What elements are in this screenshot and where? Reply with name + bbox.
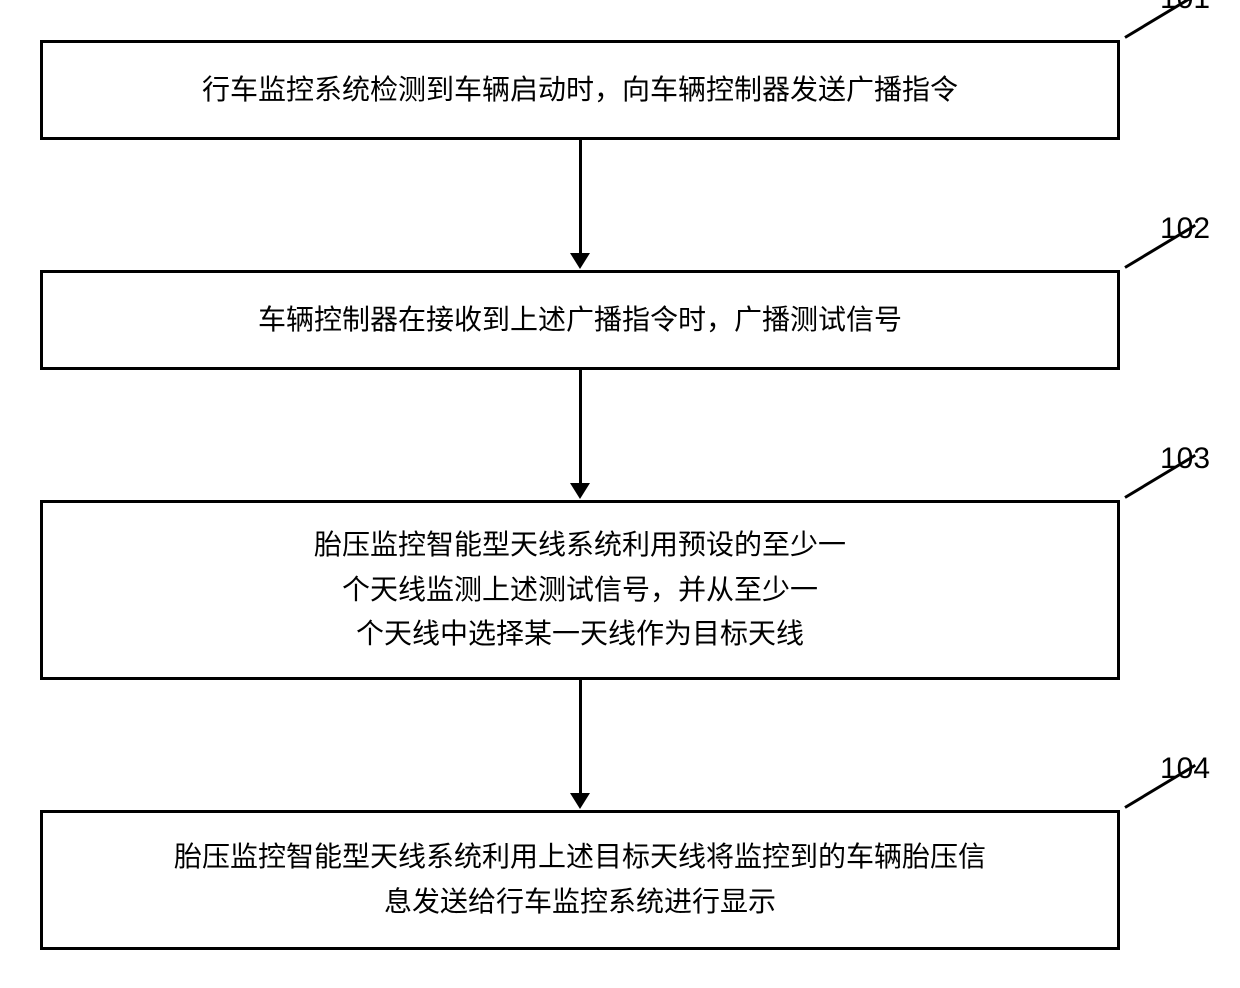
flowchart-step-4: 胎压监控智能型天线系统利用上述目标天线将监控到的车辆胎压信 息发送给行车监控系统… — [40, 810, 1120, 950]
arrow-3-4 — [570, 680, 590, 809]
step-3-text: 胎压监控智能型天线系统利用预设的至少一 个天线监测上述测试信号，并从至少一 个天… — [294, 513, 866, 667]
arrow-1-2 — [570, 140, 590, 269]
flowchart-step-3: 胎压监控智能型天线系统利用预设的至少一 个天线监测上述测试信号，并从至少一 个天… — [40, 500, 1120, 680]
step-4-label: 104 — [1160, 752, 1210, 786]
step-3-label: 103 — [1160, 442, 1210, 476]
step-1-label: 101 — [1160, 0, 1210, 16]
step-1-text: 行车监控系统检测到车辆启动时，向车辆控制器发送广播指令 — [182, 58, 978, 123]
arrow-2-3 — [570, 370, 590, 499]
step-2-text: 车辆控制器在接收到上述广播指令时，广播测试信号 — [238, 288, 922, 353]
step-4-text: 胎压监控智能型天线系统利用上述目标天线将监控到的车辆胎压信 息发送给行车监控系统… — [154, 825, 1006, 935]
flowchart-step-1: 行车监控系统检测到车辆启动时，向车辆控制器发送广播指令 — [40, 40, 1120, 140]
flowchart-step-2: 车辆控制器在接收到上述广播指令时，广播测试信号 — [40, 270, 1120, 370]
step-2-label: 102 — [1160, 212, 1210, 246]
